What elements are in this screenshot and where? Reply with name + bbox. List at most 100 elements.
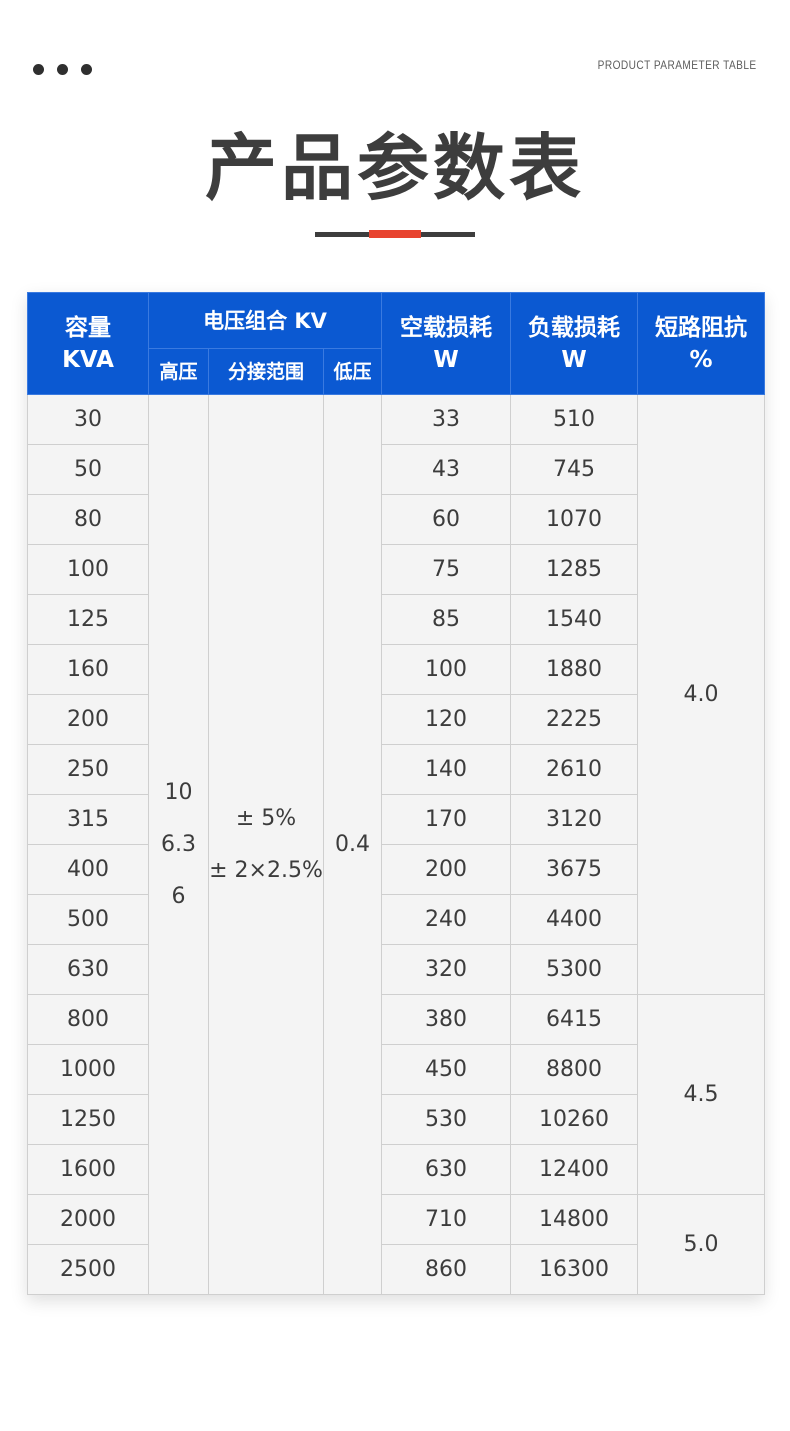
- cell-load-loss: 1070: [510, 494, 639, 545]
- cell-no-load-loss: 630: [381, 1144, 512, 1195]
- cell-capacity: 30: [27, 394, 149, 445]
- table-row: 500 240 4400: [27, 894, 765, 945]
- cell-load-loss: 1540: [510, 594, 639, 645]
- cell-capacity: 200: [27, 694, 149, 745]
- cell-load-loss: 12400: [510, 1144, 639, 1195]
- cell-load-loss: 8800: [510, 1044, 639, 1095]
- cell-capacity: 250: [27, 744, 149, 795]
- top-bar: PRODUCT PARAMETER TABLE: [0, 55, 790, 91]
- cell-capacity: 50: [27, 444, 149, 495]
- cell-no-load-loss: 320: [381, 944, 512, 995]
- col-header-no-load-loss-line1: 空载损耗: [400, 314, 493, 341]
- cell-capacity: 1600: [27, 1144, 149, 1195]
- cell-capacity: 800: [27, 994, 149, 1045]
- col-header-capacity-line1: 容量: [65, 314, 111, 341]
- title-divider-accent: [369, 230, 421, 238]
- cell-no-load-loss: 200: [381, 844, 512, 895]
- cell-load-loss: 6415: [510, 994, 639, 1045]
- cell-impedance: 5.0: [637, 1194, 766, 1295]
- cell-no-load-loss: 85: [381, 594, 512, 645]
- col-header-impedance: 短路阻抗 %: [637, 292, 766, 395]
- table-row: 2000 710 14800 5.0: [27, 1194, 766, 1295]
- cell-capacity: 630: [27, 944, 149, 995]
- table-row: 1600 630 12400: [27, 1144, 765, 1195]
- spec-table-container: 容量 KVA 电压组合 KV 空载损耗 W 负载损耗 W 短路阻抗 %: [27, 292, 766, 1295]
- cell-load-loss: 3675: [510, 844, 639, 895]
- table-row: 250 140 2610: [27, 744, 765, 795]
- three-dots-icon: [33, 64, 92, 75]
- col-header-tap: 分接范围: [208, 348, 324, 395]
- page-title: 产品参数表: [204, 126, 585, 210]
- col-header-lv: 低压: [322, 348, 383, 395]
- table-row: 1000 450 8800: [27, 1044, 765, 1095]
- cell-capacity: 1000: [27, 1044, 149, 1095]
- table-body: 30 10 6.3 6 ± 5% ± 2×2.5% 0.4 33 510 4.0 50 43 74…: [27, 394, 766, 1295]
- cell-capacity: 2000: [27, 1194, 149, 1245]
- cell-capacity: 80: [27, 494, 149, 545]
- cell-load-loss: 510: [510, 394, 639, 445]
- cell-load-loss: 2225: [510, 694, 639, 745]
- table-row: 630 320 5300: [27, 944, 765, 995]
- cell-load-loss: 3120: [510, 794, 639, 845]
- table-row: 160 100 1880: [27, 644, 765, 695]
- cell-capacity: 2500: [27, 1244, 149, 1295]
- cell-load-loss: 1880: [510, 644, 639, 695]
- col-header-impedance-line1: 短路阻抗: [655, 314, 748, 341]
- col-header-load-loss-line2: W: [561, 346, 587, 373]
- cell-capacity: 400: [27, 844, 149, 895]
- cell-load-loss: 14800: [510, 1194, 639, 1245]
- table-head: 容量 KVA 电压组合 KV 空载损耗 W 负载损耗 W 短路阻抗 %: [27, 292, 766, 395]
- table-row: 400 200 3675: [27, 844, 765, 895]
- cell-no-load-loss: 450: [381, 1044, 512, 1095]
- header-row-top: 容量 KVA 电压组合 KV 空载损耗 W 负载损耗 W 短路阻抗 %: [27, 292, 766, 395]
- header-row-sub: 高压 分接范围 低压: [28, 348, 765, 395]
- col-header-load-loss-line1: 负载损耗: [528, 314, 621, 341]
- col-header-capacity-line2: KVA: [62, 346, 114, 373]
- cell-no-load-loss: 33: [381, 394, 512, 445]
- eyebrow-label: PRODUCT PARAMETER TABLE: [598, 60, 757, 72]
- cell-impedance: 4.5: [637, 994, 766, 1195]
- cell-capacity: 160: [27, 644, 149, 695]
- cell-load-loss: 5300: [510, 944, 639, 995]
- cell-impedance: 4.0: [637, 394, 766, 995]
- title-divider: [315, 230, 475, 238]
- cell-lv-merged: 0.4: [322, 394, 383, 1295]
- cell-load-loss: 16300: [510, 1244, 639, 1295]
- spec-table: 容量 KVA 电压组合 KV 空载损耗 W 负载损耗 W 短路阻抗 %: [27, 292, 766, 1295]
- cell-load-loss: 4400: [510, 894, 639, 945]
- cell-no-load-loss: 120: [381, 694, 512, 745]
- cell-no-load-loss: 60: [381, 494, 512, 545]
- cell-no-load-loss: 170: [381, 794, 512, 845]
- col-header-voltage-group: 电压组合 KV: [147, 292, 383, 349]
- col-header-load-loss: 负载损耗 W: [510, 292, 639, 395]
- col-header-no-load-loss-line2: W: [433, 346, 459, 373]
- cell-no-load-loss: 530: [381, 1094, 512, 1145]
- table-row: 125 85 1540: [27, 594, 765, 645]
- col-header-capacity: 容量 KVA: [27, 292, 149, 395]
- cell-capacity: 100: [27, 544, 149, 595]
- cell-capacity: 125: [27, 594, 149, 645]
- cell-no-load-loss: 43: [381, 444, 512, 495]
- table-row: 80 60 1070: [27, 494, 765, 545]
- table-row: 800 380 6415 4.5: [27, 994, 766, 1195]
- cell-no-load-loss: 710: [381, 1194, 512, 1245]
- table-row: 50 43 745: [27, 444, 765, 495]
- cell-capacity: 315: [27, 794, 149, 845]
- col-header-hv: 高压: [148, 348, 209, 395]
- col-header-impedance-line2: %: [689, 346, 713, 373]
- cell-hv-merged: 10 6.3 6: [148, 394, 209, 1295]
- cell-no-load-loss: 380: [381, 994, 512, 1045]
- cell-no-load-loss: 140: [381, 744, 512, 795]
- cell-capacity: 1250: [27, 1094, 149, 1145]
- col-header-no-load-loss: 空载损耗 W: [381, 292, 512, 395]
- table-row: 30 10 6.3 6 ± 5% ± 2×2.5% 0.4 33 510 4.0: [27, 394, 766, 1295]
- cell-load-loss: 2610: [510, 744, 639, 795]
- cell-no-load-loss: 240: [381, 894, 512, 945]
- cell-no-load-loss: 860: [381, 1244, 512, 1295]
- cell-tap-merged: ± 5% ± 2×2.5%: [208, 394, 324, 1295]
- cell-no-load-loss: 75: [381, 544, 512, 595]
- cell-load-loss: 745: [510, 444, 639, 495]
- cell-capacity: 500: [27, 894, 149, 945]
- cell-load-loss: 10260: [510, 1094, 639, 1145]
